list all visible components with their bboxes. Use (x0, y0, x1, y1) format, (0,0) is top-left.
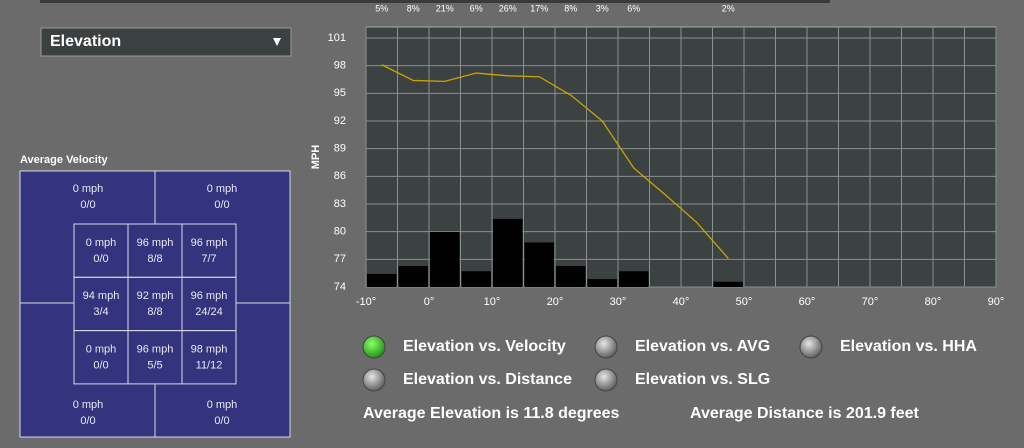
zone-speed: 96 mph (191, 237, 228, 249)
x-tick-label: 40° (673, 296, 690, 308)
radio-label[interactable]: Elevation vs. Distance (403, 371, 572, 388)
zone-count: 24/24 (195, 306, 223, 318)
zone-speed: 0 mph (86, 344, 117, 356)
bar (493, 218, 523, 287)
zone-speed: 96 mph (137, 237, 174, 249)
bar-label: 21% (436, 3, 454, 13)
stat: Average Distance is 201.9 feet (690, 405, 920, 422)
zone-title: Average Velocity (20, 154, 109, 166)
zone-speed: 96 mph (137, 344, 174, 356)
bar-label: 5% (375, 3, 388, 13)
zone-count: 8/8 (147, 306, 162, 318)
y-tick-label: 77 (334, 253, 346, 265)
zone-count: 0/0 (93, 360, 108, 372)
bar (713, 281, 743, 287)
radio-button[interactable] (594, 335, 618, 359)
zone-count: 0/0 (214, 199, 229, 211)
radio-label[interactable]: Elevation vs. SLG (635, 371, 770, 388)
x-tick-label: 0° (424, 296, 435, 308)
dropdown[interactable]: Elevation (40, 27, 292, 57)
bar-label: 2% (722, 3, 735, 13)
zone-count: 0/0 (93, 253, 108, 265)
bar-label: 8% (564, 3, 577, 13)
x-tick-label: 10° (484, 296, 501, 308)
zone-speed: 94 mph (83, 290, 120, 302)
bar (430, 231, 460, 287)
x-tick-label: 20° (547, 296, 564, 308)
y-axis-label: MPH (310, 145, 322, 170)
x-tick-label: 50° (736, 296, 753, 308)
radio-button[interactable] (799, 335, 823, 359)
zone-count: 8/8 (147, 253, 162, 265)
y-tick-label: 80 (334, 226, 346, 238)
bar-label: 17% (530, 3, 548, 13)
bar (556, 266, 586, 287)
line (381, 64, 729, 259)
bar-label: 26% (499, 3, 517, 13)
radio-label[interactable]: Elevation vs. HHA (840, 338, 977, 355)
y-tick-label: 98 (334, 60, 346, 72)
y-tick-label: 83 (334, 198, 346, 210)
dropdown-arrow (273, 38, 281, 46)
y-tick-label: 86 (334, 170, 346, 182)
x-tick-label: -10° (356, 296, 376, 308)
zone-speed: 92 mph (137, 290, 174, 302)
zone-panel: 0 mph 0/0 0 mph 0/0 0 mph 0/0 0 mph 0/0 0 mph 0/0… (19, 170, 291, 438)
zone-count: 3/4 (93, 306, 108, 318)
bar (524, 242, 554, 287)
y-tick-label: 89 (334, 143, 346, 155)
x-tick-label: 70° (862, 296, 879, 308)
radio-button[interactable] (594, 368, 618, 392)
zone-speed: 96 mph (191, 290, 228, 302)
zone-cell (181, 330, 237, 385)
zone-speed: 0 mph (73, 183, 104, 195)
zone-count: 7/7 (201, 253, 216, 265)
zone-count: 0/0 (80, 199, 95, 211)
dropdown-box[interactable] (40, 27, 292, 57)
zone-count: 11/12 (196, 360, 223, 372)
bar-label: 6% (470, 3, 483, 13)
zone-count: 0/0 (214, 415, 229, 427)
bar-label: 3% (596, 3, 609, 13)
top-strip (40, 0, 830, 3)
zone-speed: 0 mph (86, 237, 117, 249)
bar (398, 266, 428, 287)
y-tick-label: 95 (334, 87, 346, 99)
x-tick-label: 90° (988, 296, 1005, 308)
radio-button[interactable] (362, 368, 386, 392)
y-tick-label: 92 (334, 115, 346, 127)
radio-button[interactable] (362, 335, 386, 359)
zone-speed: 0 mph (207, 399, 238, 411)
bar (587, 279, 617, 287)
zone-speed: 0 mph (207, 183, 238, 195)
zone-speed: 98 mph (191, 344, 228, 356)
x-tick-label: 30° (610, 296, 627, 308)
bar (619, 271, 649, 287)
bar-label: 8% (407, 3, 420, 13)
y-tick-label: 74 (334, 281, 346, 293)
radio-label[interactable]: Elevation vs. Velocity (403, 338, 566, 355)
zone-count: 0/0 (80, 415, 95, 427)
y-tick-label: 101 (328, 32, 346, 44)
zone-speed: 0 mph (73, 399, 104, 411)
x-tick-label: 80° (925, 296, 942, 308)
stat: Average Elevation is 11.8 degrees (363, 405, 620, 422)
bar (461, 271, 491, 287)
bar (367, 273, 397, 287)
zone-count: 5/5 (147, 360, 162, 372)
radio-label[interactable]: Elevation vs. AVG (635, 338, 770, 355)
bar-label: 6% (627, 3, 640, 13)
x-tick-label: 60° (799, 296, 816, 308)
dropdown-label: Elevation (50, 33, 121, 50)
